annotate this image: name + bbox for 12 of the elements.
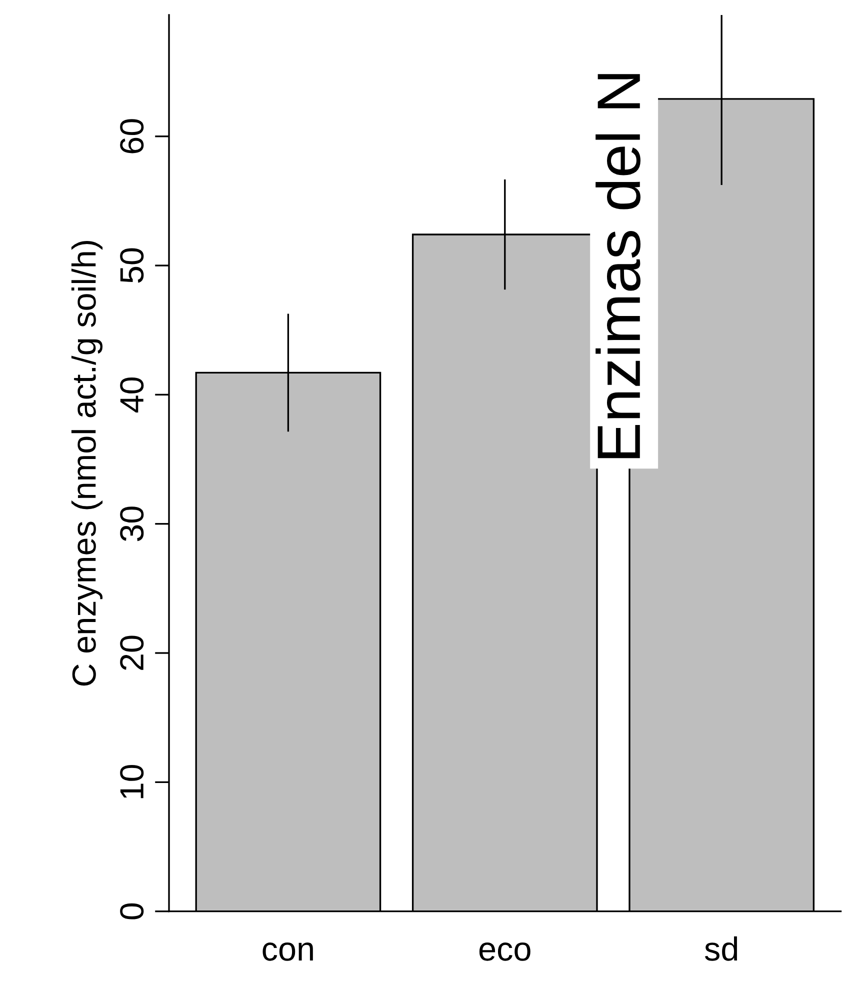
x-tick-label: sd [704,936,738,961]
y-tick-label: 0 [120,903,144,920]
y-axis-title: C enzymes (nmol act./g soil/h) [71,241,103,686]
y-tick-label: 50 [120,248,144,283]
annotation: Enzimas del N [596,74,640,458]
x-tick-label: con [262,942,313,961]
y-tick-label: 60 [120,119,144,154]
y-tick-label: 30 [120,506,144,542]
x-tick-label: eco [479,942,530,961]
y-tick-label: 20 [120,636,144,670]
y-tick-label: 10 [120,764,144,798]
y-tick-label: 40 [120,377,144,412]
